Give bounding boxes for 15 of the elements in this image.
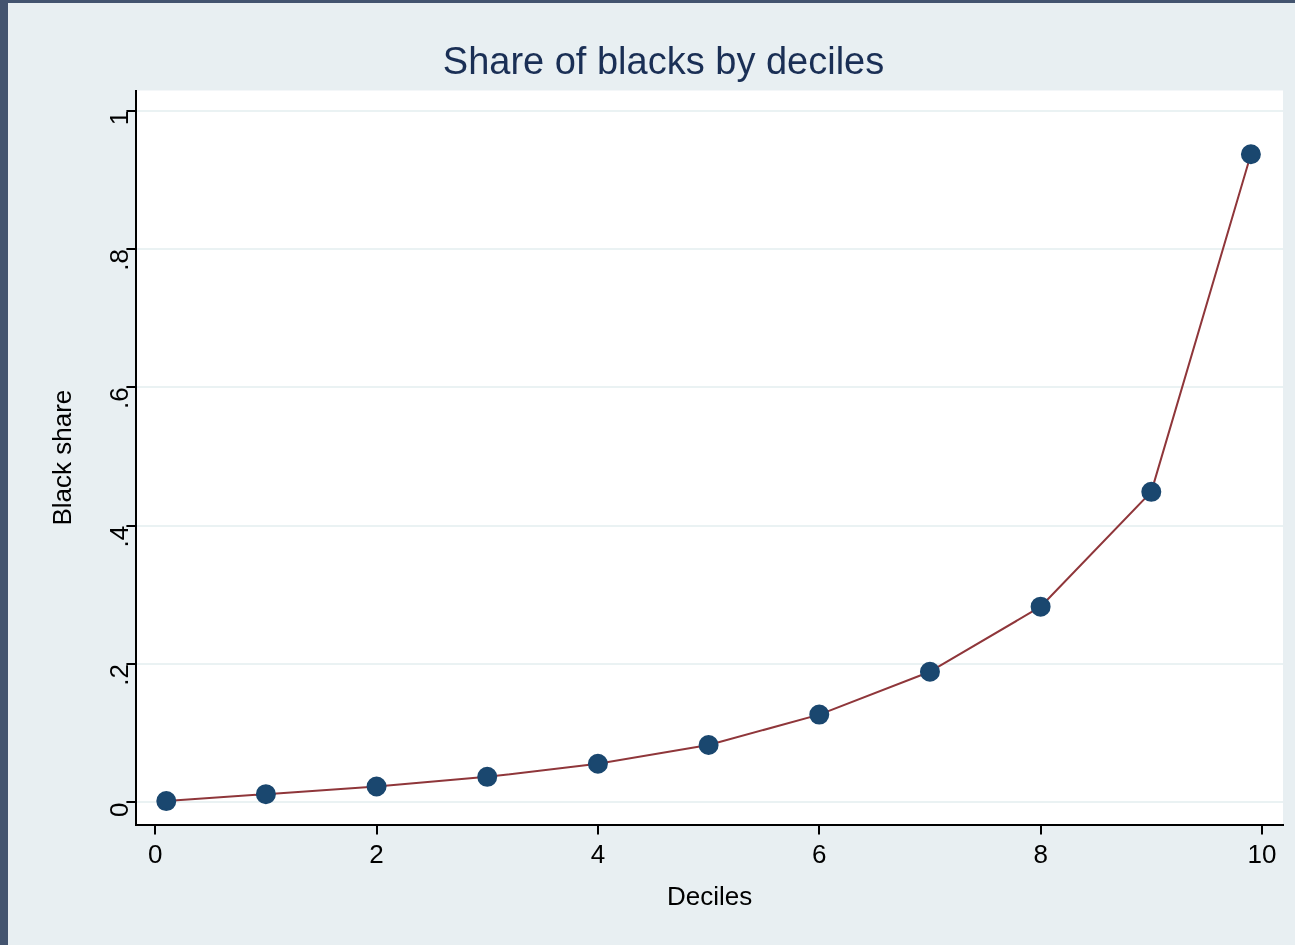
x-tick-label: 4 xyxy=(590,839,606,870)
y-tick-label: 1 xyxy=(103,110,134,126)
y-axis-title: Black share xyxy=(46,389,77,526)
x-tick-label: 10 xyxy=(1247,839,1277,870)
y-tick-label: .8 xyxy=(103,249,134,271)
x-tick-label: 8 xyxy=(1033,839,1048,870)
chart-title: Share of blacks by deciles xyxy=(442,40,885,83)
x-tick-label: 6 xyxy=(812,839,827,870)
y-tick-label: .2 xyxy=(103,664,134,686)
y-tick-label: .6 xyxy=(103,387,134,410)
x-axis-title: Deciles xyxy=(667,880,753,911)
y-tick-label: 0 xyxy=(103,802,134,817)
x-tick-label: 0 xyxy=(147,839,163,870)
x-tick-label: 2 xyxy=(369,839,384,870)
y-tick-label: .4 xyxy=(103,525,134,548)
